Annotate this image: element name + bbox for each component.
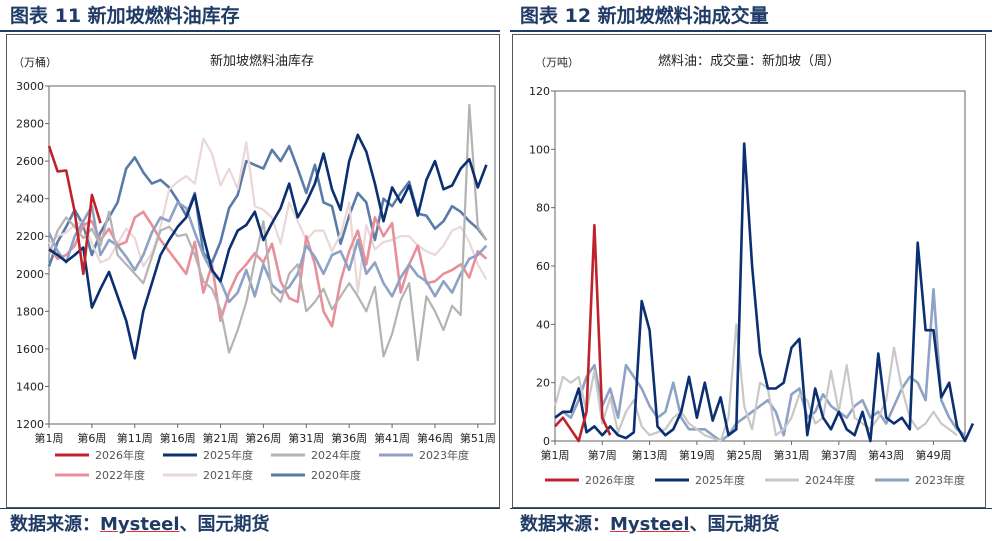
y-tick-label: 80 <box>536 202 550 215</box>
x-tick-label: 第21周 <box>203 431 239 445</box>
chart-frame-inventory: 新加坡燃料油库存 （万桶） 1200 1400 1600 1800 2000 2200 2400… <box>6 34 500 508</box>
y-axis-unit-label: （万桶） <box>13 55 57 69</box>
figure-caption-right: 图表 12 新加坡燃料油成交量 <box>510 0 992 32</box>
legend-label: 2020年度 <box>311 468 361 482</box>
legend-label: 2025年度 <box>203 448 253 462</box>
x-tick-label: 第7周 <box>588 448 617 462</box>
series-line-0 <box>47 145 102 276</box>
x-tick-label: 第6周 <box>77 431 106 445</box>
source-suffix: 、国元期货 <box>179 514 270 535</box>
x-tick-label: 第37周 <box>821 448 857 462</box>
y-tick-label: 100 <box>529 143 550 156</box>
x-tick-label: 第41周 <box>374 431 410 445</box>
y-tick-label: 40 <box>536 318 550 331</box>
source-prefix: 数据来源： <box>10 514 100 535</box>
x-tick-label: 第11周 <box>117 431 153 445</box>
source-prefix: 数据来源： <box>520 514 610 535</box>
y-tick-label: 0 <box>543 435 550 448</box>
y-tick-label: 2000 <box>16 268 44 281</box>
y-axis-unit-label: （万吨） <box>535 56 579 69</box>
y-tick-label: 2800 <box>16 118 44 131</box>
series-line-1 <box>48 133 488 360</box>
y-tick-label: 20 <box>536 377 550 390</box>
x-tick-label: 第26周 <box>245 431 281 445</box>
legend-label: 2024年度 <box>311 448 361 462</box>
source-suffix: 、国元期货 <box>689 514 780 535</box>
series-line-0 <box>554 223 612 443</box>
y-tick-label: 1600 <box>16 343 44 356</box>
legend-label: 2023年度 <box>419 448 469 462</box>
x-tick-label: 第25周 <box>726 448 762 462</box>
y-tick-label: 1400 <box>16 380 44 393</box>
y-tick-label: 1800 <box>16 305 44 318</box>
chart-frame-volume: 燃料油：成交量：新加坡（周） （万吨） 0 20 40 60 80 100 120 第1周 第7周 第… <box>512 34 986 508</box>
x-tick-label: 第43周 <box>868 448 904 462</box>
y-tick-label: 120 <box>529 85 550 98</box>
series-line-2 <box>47 103 488 362</box>
y-tick-label: 60 <box>536 260 550 273</box>
legend-label: 2026年度 <box>585 473 635 487</box>
y-tick-label: 2600 <box>16 155 44 168</box>
inventory-chart: 新加坡燃料油库存 （万桶） 1200 1400 1600 1800 2000 2200 2400… <box>13 53 496 482</box>
series-line-5 <box>48 137 488 294</box>
x-tick-label: 第51周 <box>460 431 496 445</box>
legend-label: 2023年度 <box>915 473 965 487</box>
source-note-left: 数据来源：Mysteel、国元期货 <box>0 508 500 540</box>
chart-title: 新加坡燃料油库存 <box>210 53 314 69</box>
x-tick-label: 第1周 <box>35 431 64 445</box>
y-tick-label: 2200 <box>16 230 44 243</box>
series-line-3 <box>554 288 966 443</box>
x-tick-label: 第36周 <box>331 431 367 445</box>
legend-label: 2022年度 <box>95 468 145 482</box>
source-note-right: 数据来源：Mysteel、国元期货 <box>510 508 992 540</box>
y-tick-label: 1200 <box>16 418 44 431</box>
chart-title: 燃料油：成交量：新加坡（周） <box>658 53 840 69</box>
x-tick-label: 第16周 <box>160 431 196 445</box>
x-tick-label: 第31周 <box>774 448 810 462</box>
legend-label: 2021年度 <box>203 468 253 482</box>
volume-chart: 燃料油：成交量：新加坡（周） （万吨） 0 20 40 60 80 100 120 第1周 第7周 第… <box>529 53 975 487</box>
plot-area-border <box>48 85 496 425</box>
series-line-3 <box>47 201 488 304</box>
source-link: Mysteel <box>100 514 180 535</box>
x-tick-label: 第46周 <box>417 431 453 445</box>
legend-label: 2024年度 <box>805 473 855 487</box>
x-tick-label: 第31周 <box>288 431 324 445</box>
legend-label: 2026年度 <box>95 448 145 462</box>
x-tick-label: 第49周 <box>915 448 951 462</box>
x-tick-label: 第1周 <box>541 448 570 462</box>
y-tick-label: 2400 <box>16 193 44 206</box>
legend-label: 2025年度 <box>695 473 745 487</box>
source-link: Mysteel <box>610 514 690 535</box>
figure-caption-left: 图表 11 新加坡燃料油库存 <box>0 0 500 32</box>
series-line-1 <box>554 142 975 443</box>
x-tick-label: 第13周 <box>632 448 668 462</box>
series-line-2 <box>553 323 958 443</box>
y-tick-label: 3000 <box>16 80 44 93</box>
x-tick-label: 第19周 <box>679 448 715 462</box>
